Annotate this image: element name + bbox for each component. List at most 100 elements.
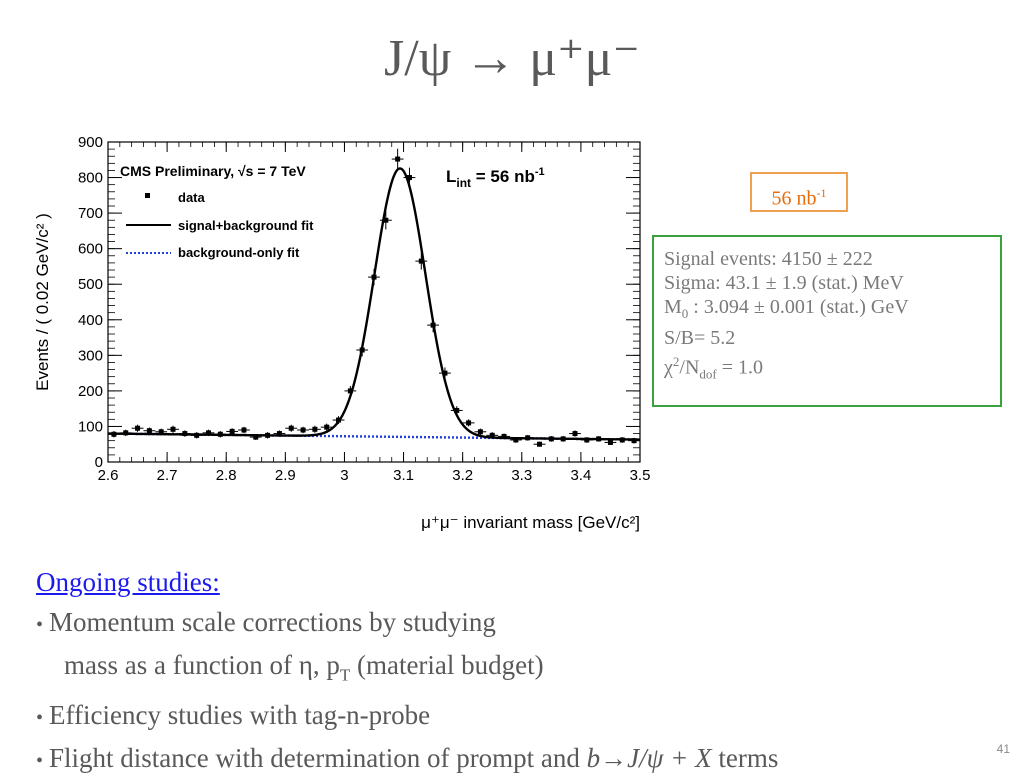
study-item: • Momentum scale corrections by studying <box>36 607 496 637</box>
data-point-marker <box>477 429 483 435</box>
data-point-marker <box>406 175 412 181</box>
data-point <box>190 432 203 439</box>
data-point-marker <box>489 432 495 438</box>
mass-text: M0 : 3.094 ± 0.001 (stat.) GeV <box>664 296 909 321</box>
ongoing-studies-link[interactable]: Ongoing studies: <box>36 567 220 597</box>
data-point <box>545 436 558 442</box>
data-point-marker <box>111 431 117 437</box>
data-point-marker <box>619 437 625 443</box>
plot-frame <box>107 141 641 463</box>
y-tick-label: 700 <box>78 205 103 222</box>
data-point <box>356 343 369 357</box>
x-axis-label: μ⁺μ⁻ invariant mass [GeV/c²] <box>421 513 640 532</box>
data-point <box>533 441 546 447</box>
axis-ticks <box>107 141 641 463</box>
data-point <box>557 436 570 442</box>
signal-events-text: Signal events: 4150 ± 222 <box>664 248 873 270</box>
data-point-marker <box>194 432 200 438</box>
x-tick-label: 3.4 <box>570 467 591 484</box>
data-point-marker <box>418 258 424 264</box>
data-point-marker <box>123 430 129 436</box>
data-point-marker <box>135 425 141 431</box>
data-point-marker <box>596 436 602 442</box>
data-point-marker <box>442 370 448 376</box>
x-tick-label: 3.5 <box>630 467 650 484</box>
data-point <box>450 406 463 415</box>
data-point-marker <box>312 426 318 432</box>
data-point <box>391 148 404 170</box>
data-point-marker <box>454 407 460 413</box>
data-point <box>143 427 156 434</box>
data-point <box>202 429 215 437</box>
data-point-marker <box>265 432 271 438</box>
data-point <box>261 432 274 439</box>
data-point <box>320 423 333 431</box>
x-tick-label: 2.6 <box>98 467 119 484</box>
data-point-marker <box>513 437 519 443</box>
y-tick-label: 100 <box>78 418 103 435</box>
legend-fit-label: signal+background fit <box>178 218 314 233</box>
data-point-marker <box>395 156 401 162</box>
data-point <box>238 426 250 434</box>
data-point <box>379 210 392 230</box>
data-point-marker <box>300 427 306 433</box>
data-point-marker <box>170 426 176 432</box>
data-point-marker <box>347 388 353 394</box>
data-point <box>178 430 191 437</box>
data-point <box>415 252 428 270</box>
data-point <box>108 431 120 438</box>
data-point <box>214 431 227 438</box>
data-point <box>226 428 239 435</box>
study-item: • Flight distance with determination of p… <box>36 743 779 774</box>
data-point-marker <box>383 217 389 223</box>
data-point-marker <box>158 429 164 435</box>
study-item: • Efficiency studies with tag-n-probe <box>36 700 431 731</box>
x-tick-label: 2.9 <box>275 467 296 484</box>
data-point <box>403 167 416 188</box>
data-point-marker <box>182 431 188 437</box>
x-tick-label: 3.1 <box>393 467 414 484</box>
data-point <box>167 425 179 433</box>
data-point <box>486 432 499 439</box>
y-tick-label: 0 <box>95 454 103 471</box>
y-axis-label: Events / ( 0.02 GeV/c² ) <box>33 213 52 391</box>
data-point <box>332 416 345 424</box>
cms-preliminary-label: CMS Preliminary, √s = 7 TeV <box>120 163 306 179</box>
y-tick-label: 500 <box>78 276 103 293</box>
data-point <box>368 268 380 286</box>
x-tick-label: 2.7 <box>157 467 178 484</box>
x-tick-label: 3.3 <box>511 467 532 484</box>
x-tick-label: 2.8 <box>216 467 237 484</box>
data-point <box>344 385 357 396</box>
page-number: 41 <box>996 742 1010 756</box>
chi2-text: χ2/Ndof = 1.0 <box>664 354 764 382</box>
data-point-marker <box>324 424 330 430</box>
data-point <box>119 429 132 437</box>
x-tick-label: 3.2 <box>452 467 473 484</box>
study-item-continuation: mass as a function of η, pT (material bu… <box>64 650 544 685</box>
y-tick-label: 400 <box>78 312 103 329</box>
invariant-mass-chart: 2.6 2.7 2.8 2.9 3 3.1 3.2 3.3 3.4 3.5 0 100 200 300 40… <box>33 134 650 532</box>
data-point-marker <box>359 347 365 353</box>
y-tick-label: 800 <box>78 170 103 187</box>
data-point <box>308 425 321 433</box>
y-tick-label: 200 <box>78 383 103 400</box>
lumi-label: Lint = 56 nb-1 <box>446 166 545 190</box>
data-point-marker <box>572 431 578 437</box>
data-point-marker <box>371 274 377 280</box>
signal-background-fit-line <box>108 167 640 441</box>
ongoing-studies-section: Ongoing studies: • Momentum scale correct… <box>36 562 996 781</box>
data-point-marker <box>548 436 554 442</box>
data-point-marker <box>584 437 590 443</box>
data-point <box>580 437 593 443</box>
data-point-marker <box>607 439 613 445</box>
data-point <box>509 437 522 443</box>
data-point <box>592 436 605 442</box>
data-point <box>569 430 581 437</box>
data-point <box>462 419 475 427</box>
data-point <box>628 437 640 444</box>
signal-background-ratio-text: S/B= 5.2 <box>664 327 736 349</box>
data-point-marker <box>217 431 223 437</box>
y-tick-label: 900 <box>78 134 103 151</box>
data-point-marker <box>525 435 531 441</box>
